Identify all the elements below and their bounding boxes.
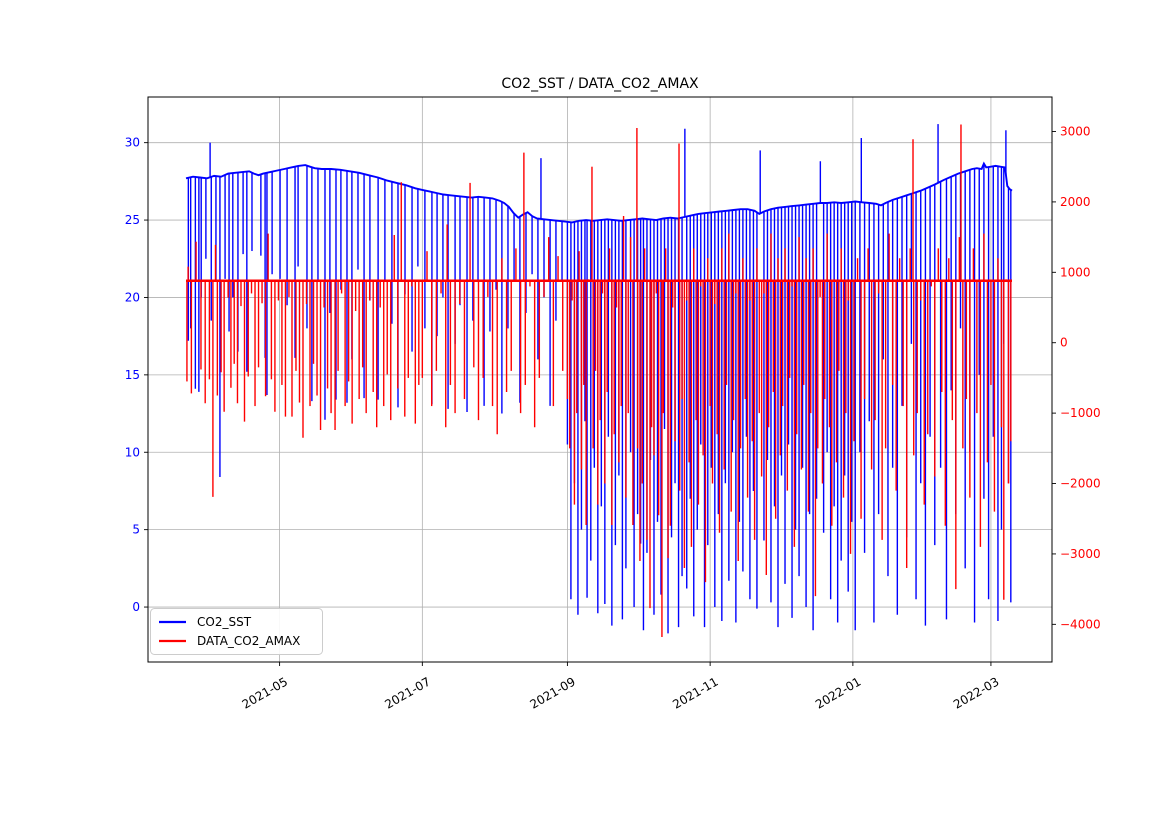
left-tick-label: 15 bbox=[125, 368, 140, 382]
data-co2-amax-series bbox=[186, 124, 1012, 638]
left-tick-label: 30 bbox=[125, 136, 140, 150]
right-tick-label: −2000 bbox=[1060, 477, 1101, 491]
co2-sst-baseline bbox=[185, 161, 1013, 224]
chart-title: CO2_SST / DATA_CO2_AMAX bbox=[501, 76, 699, 92]
left-tick-label: 25 bbox=[125, 213, 140, 227]
right-tick-label: 1000 bbox=[1060, 265, 1091, 279]
right-tick-label: −3000 bbox=[1060, 547, 1101, 561]
left-tick-label: 10 bbox=[125, 445, 140, 459]
left-tick-label: 20 bbox=[125, 290, 140, 304]
series-layer bbox=[185, 124, 1013, 638]
right-tick-label: −4000 bbox=[1060, 617, 1101, 631]
legend-label-data-co2-amax: DATA_CO2_AMAX bbox=[197, 634, 300, 648]
legend-box bbox=[150, 608, 323, 655]
left-tick-label: 0 bbox=[132, 600, 140, 614]
right-tick-label: 3000 bbox=[1060, 124, 1091, 138]
plot-area: 0 5 10 15 20 25 30 −4000 −3000 −2000 −1000 0 1000 200… bbox=[125, 96, 1101, 712]
legend: CO2_SST DATA_CO2_AMAX bbox=[150, 608, 323, 655]
right-tick-label: 0 bbox=[1060, 336, 1068, 350]
left-tick-label: 5 bbox=[132, 523, 140, 537]
axes-spines bbox=[147, 96, 1053, 663]
right-tick-label: −1000 bbox=[1060, 406, 1101, 420]
tick-marks bbox=[144, 131, 1056, 666]
legend-label-co2-sst: CO2_SST bbox=[197, 615, 252, 629]
right-tick-label: 2000 bbox=[1060, 195, 1091, 209]
